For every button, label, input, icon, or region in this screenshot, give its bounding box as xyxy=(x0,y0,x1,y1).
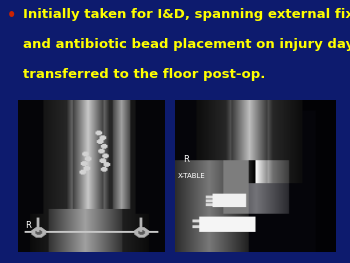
Text: transferred to the floor post-op.: transferred to the floor post-op. xyxy=(23,68,265,81)
Text: X-TABLE: X-TABLE xyxy=(178,173,206,179)
Text: R: R xyxy=(25,221,31,230)
Text: and antibiotic bead placement on injury day 1 and: and antibiotic bead placement on injury … xyxy=(23,38,350,51)
Text: R: R xyxy=(183,155,189,164)
Text: •: • xyxy=(7,8,16,23)
Text: Initially taken for I&D, spanning external fixation: Initially taken for I&D, spanning extern… xyxy=(23,8,350,21)
